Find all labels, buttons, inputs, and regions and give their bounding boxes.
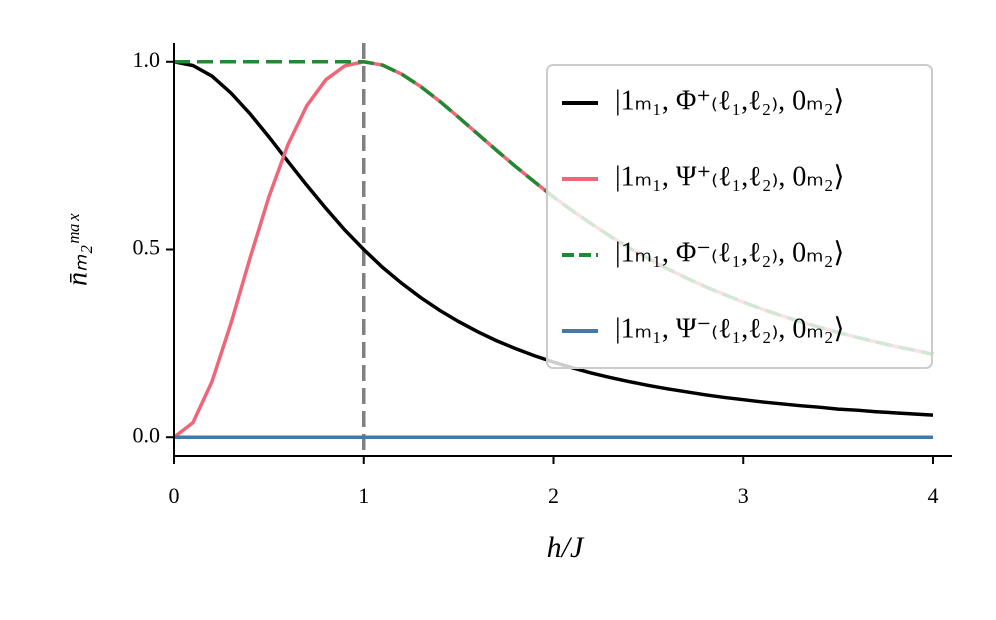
legend-label: |1ₘ₁, Φ⁻₍ℓ₁,ℓ₂₎, 0ₘ₂⟩ bbox=[615, 237, 844, 268]
legend-label: |1ₘ₁, Φ⁺₍ℓ₁,ℓ₂₎, 0ₘ₂⟩ bbox=[615, 85, 844, 116]
x-tick-label: 2 bbox=[548, 483, 559, 508]
y-axis-label: n̄ₘ₂ᵐᵃˣ bbox=[62, 213, 93, 286]
x-tick-label: 0 bbox=[169, 483, 180, 508]
y-tick-label: 0.5 bbox=[133, 235, 161, 260]
legend: |1ₘ₁, Φ⁺₍ℓ₁,ℓ₂₎, 0ₘ₂⟩ |1ₘ₁, Ψ⁺₍ℓ₁,ℓ₂₎, 0ₘ… bbox=[546, 64, 933, 369]
y-tick-label: 0.0 bbox=[133, 422, 161, 447]
y-tick-label: 1.0 bbox=[133, 47, 161, 72]
x-tick-label: 4 bbox=[928, 483, 939, 508]
legend-label: |1ₘ₁, Ψ⁺₍ℓ₁,ℓ₂₎, 0ₘ₂⟩ bbox=[615, 161, 844, 192]
legend-box bbox=[546, 64, 933, 369]
x-tick-label: 3 bbox=[738, 483, 749, 508]
x-axis-label: h/J bbox=[547, 531, 585, 564]
legend-label: |1ₘ₁, Ψ⁻₍ℓ₁,ℓ₂₎, 0ₘ₂⟩ bbox=[615, 313, 844, 344]
x-tick-label: 1 bbox=[358, 483, 369, 508]
